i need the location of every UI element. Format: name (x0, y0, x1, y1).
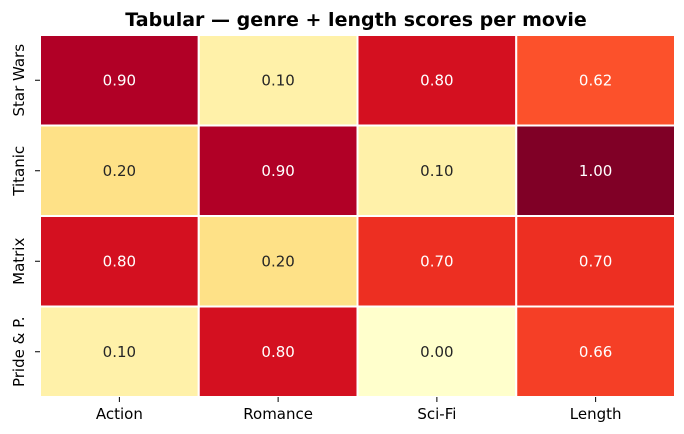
cell-value-label: 0.10 (261, 71, 294, 89)
cell-value-label: 0.90 (261, 162, 294, 180)
x-tick-label: Action (96, 405, 143, 423)
heatmap-cell (39, 34, 200, 127)
y-tick-label: Pride & P. (10, 316, 28, 387)
cell-value-label: 0.20 (103, 162, 136, 180)
heatmap-cell (515, 215, 676, 308)
x-tick-label: Romance (243, 405, 313, 423)
y-tick-label: Star Wars (10, 44, 28, 117)
cell-value-label: 0.80 (261, 343, 294, 361)
heatmap-cell (356, 34, 518, 127)
cell-value-label: 0.70 (579, 252, 612, 270)
y-axis: Star Wars Titanic Matrix Pride & P. (10, 44, 40, 387)
heatmap-cell (197, 124, 359, 217)
cell-value-label: 0.66 (579, 343, 612, 361)
x-tick-label: Sci-Fi (417, 405, 456, 423)
heatmap-cell (515, 124, 676, 217)
cell-value-label: 0.10 (420, 162, 453, 180)
cell-value-label: 0.90 (103, 71, 136, 89)
cell-value-label: 0.00 (420, 343, 453, 361)
cell-value-label: 0.80 (103, 252, 136, 270)
heatmap-cells: 0.90 0.10 0.80 0.62 0.20 0.90 0.10 1.00 0.80 0.20… (39, 34, 676, 398)
cell-value-label: 1.00 (579, 162, 612, 180)
cell-value-label: 0.70 (420, 252, 453, 270)
cell-value-label: 0.62 (579, 71, 612, 89)
heatmap-cell (197, 34, 359, 127)
y-tick-label: Titanic (10, 146, 28, 197)
x-tick-label: Length (570, 405, 622, 423)
y-tick-label: Matrix (10, 238, 28, 285)
cell-value-label: 0.10 (103, 343, 136, 361)
heatmap-cell (197, 305, 359, 398)
chart-title: Tabular — genre + length scores per movi… (125, 9, 586, 31)
cell-value-label: 0.80 (420, 71, 453, 89)
heatmap-cell (515, 34, 676, 127)
heatmap-cell (515, 305, 676, 398)
heatmap-cell (197, 215, 359, 308)
x-axis: Action Romance Sci-Fi Length (96, 397, 622, 423)
cell-value-label: 0.20 (261, 252, 294, 270)
